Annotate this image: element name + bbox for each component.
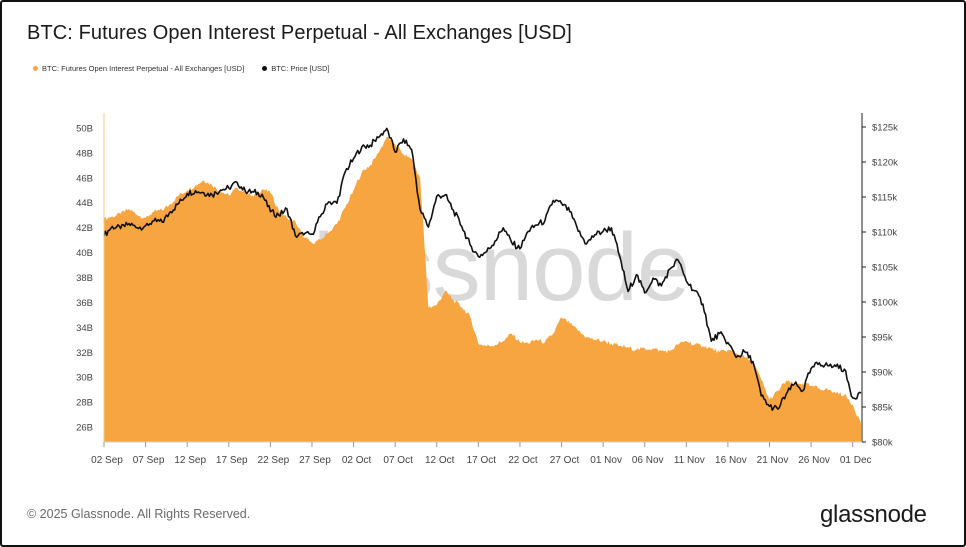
y-right-tick-label: $115k <box>872 193 897 204</box>
y-right-tick-label: $110k <box>872 228 897 239</box>
x-tick-label: 17 Sep <box>216 455 248 466</box>
y-right-tick-label: $85k <box>872 403 893 414</box>
y-right-tick-label: $100k <box>872 298 898 309</box>
series-layer <box>103 127 862 442</box>
x-tick-label: 22 Oct <box>508 455 538 466</box>
x-tick-label: 12 Oct <box>425 455 455 466</box>
legend-item-price[interactable]: BTC: Price [USD] <box>262 64 330 73</box>
legend-dot-open-interest <box>33 66 38 71</box>
x-tick-label: 02 Sep <box>91 455 123 466</box>
y-right-tick-label: $95k <box>872 333 893 344</box>
x-tick-label: 07 Sep <box>133 455 165 466</box>
y-right-tick-label: $80k <box>872 438 893 449</box>
x-tick-label: 27 Oct <box>550 455 580 466</box>
x-tick-label: 22 Sep <box>258 455 290 466</box>
legend-item-open-interest[interactable]: BTC: Futures Open Interest Perpetual - A… <box>33 64 244 73</box>
y-left-tick-label: 42B <box>76 223 93 234</box>
y-left-tick-label: 50B <box>76 123 93 134</box>
x-tick-label: 07 Oct <box>383 455 413 466</box>
y-right-tick-label: $125k <box>872 123 898 134</box>
glassnode-logo[interactable]: glassnode <box>820 501 927 528</box>
y-left-tick-label: 46B <box>76 173 93 184</box>
axis-layer: 26B 28B 30B 32B 34B 36B 38B 40B 42B 44B 46B 48B 50B $… <box>76 113 898 466</box>
y-left-tick-label: 48B <box>76 148 93 159</box>
legend-label-price: BTC: Price [USD] <box>271 64 330 73</box>
y-left-tick-label: 30B <box>76 373 93 384</box>
price-line[interactable] <box>103 127 862 411</box>
x-tick-label: 27 Sep <box>299 455 331 466</box>
y-left-tick-label: 28B <box>76 398 93 409</box>
y-right-tick-label: $105k <box>872 263 898 274</box>
y-left-tick-label: 32B <box>76 348 93 359</box>
y-left-tick-label: 38B <box>76 273 93 284</box>
y-left-tick-label: 26B <box>76 423 93 434</box>
y-left-tick-label: 44B <box>76 198 93 209</box>
y-left-tick-label: 36B <box>76 298 93 309</box>
x-tick-label: 01 Nov <box>590 455 622 466</box>
x-tick-label: 01 Dec <box>840 455 872 466</box>
y-left-tick-label: 34B <box>76 323 93 334</box>
x-tick-label: 21 Nov <box>757 455 789 466</box>
open-interest-area[interactable] <box>104 136 861 442</box>
x-tick-label: 12 Sep <box>174 455 206 466</box>
y-right-tick-label: $90k <box>872 368 893 379</box>
y-right-tick-label: $120k <box>872 158 898 169</box>
x-tick-label: 02 Oct <box>342 455 372 466</box>
x-tick-label: 17 Oct <box>467 455 497 466</box>
x-tick-label: 11 Nov <box>674 455 705 466</box>
legend-dot-price <box>262 66 268 71</box>
legend-label-open-interest: BTC: Futures Open Interest Perpetual - A… <box>42 64 245 73</box>
y-left-tick-label: 40B <box>76 248 93 259</box>
x-tick-label: 16 Nov <box>715 455 747 466</box>
x-tick-label: 26 Nov <box>798 455 830 466</box>
legend: BTC: Futures Open Interest Perpetual - A… <box>33 64 330 73</box>
copyright-text: © 2025 Glassnode. All Rights Reserved. <box>27 507 251 521</box>
chart-title: BTC: Futures Open Interest Perpetual - A… <box>27 22 572 44</box>
x-tick-label: 06 Nov <box>632 455 664 466</box>
